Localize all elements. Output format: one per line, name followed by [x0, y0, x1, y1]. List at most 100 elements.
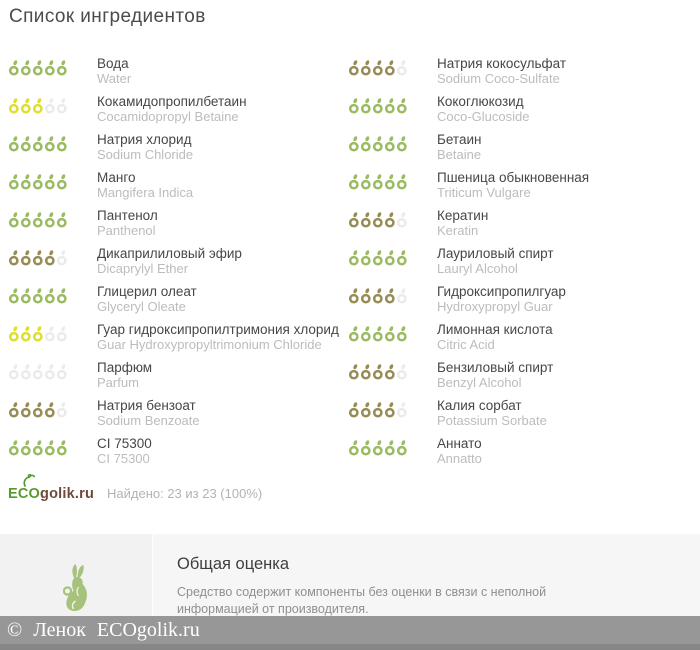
ingredient-latin-name: Lauryl Alcohol: [437, 261, 518, 276]
rating-fruit-icon: [8, 402, 19, 418]
ingredient-row: Натрия кокосульфат Sodium Coco-Sulfate: [348, 55, 700, 93]
ingredient-rating-icons: [8, 135, 68, 152]
rating-fruit-icon: [20, 60, 31, 76]
ingredient-name[interactable]: Калия сорбат: [437, 398, 522, 413]
ingredient-name[interactable]: Лауриловый спирт: [437, 246, 554, 261]
rating-fruit-icon: [384, 98, 395, 114]
rating-fruit-icon: [396, 440, 407, 456]
rating-fruit-icon: [372, 326, 383, 342]
ingredient-latin-name: Parfum: [97, 375, 139, 390]
ingredient-name[interactable]: Натрия кокосульфат: [437, 56, 567, 71]
rating-fruit-icon: [348, 174, 359, 190]
ingredient-names: Бензиловый спирт Benzyl Alcohol: [437, 360, 553, 390]
rating-fruit-icon: [56, 288, 67, 304]
ingredient-name[interactable]: Парфюм: [97, 360, 153, 375]
ingredient-name[interactable]: Пшеница обыкновенная: [437, 170, 590, 185]
ingredient-name[interactable]: Кератин: [437, 208, 489, 223]
rating-fruit-icon: [396, 98, 407, 114]
rating-fruit-icon: [372, 212, 383, 228]
ingredient-name[interactable]: Дикаприлиловый эфир: [97, 246, 242, 261]
ingredient-latin-name: Hydroxypropyl Guar: [437, 299, 553, 314]
ingredient-row: Гуар гидроксипропилтримония хлорид Guar …: [8, 321, 348, 359]
ingredient-row: Вода Water: [8, 55, 348, 93]
rating-fruit-icon: [348, 364, 359, 380]
ingredient-latin-name: Betaine: [437, 147, 482, 162]
rating-fruit-icon: [44, 440, 55, 456]
ingredient-row: Бетаин Betaine: [348, 131, 700, 169]
ingredient-latin-name: Citric Acid: [437, 337, 495, 352]
rating-fruit-icon: [20, 402, 31, 418]
rating-fruit-icon: [32, 326, 43, 342]
rating-fruit-icon: [348, 250, 359, 266]
ingredient-rating-icons: [348, 363, 408, 380]
ingredient-row: Кокоглюкозид Coco-Glucoside: [348, 93, 700, 131]
ingredient-names: Пантенол Panthenol: [97, 208, 158, 238]
rating-fruit-icon: [396, 212, 407, 228]
ingredient-row: Гидроксипропилгуар Hydroxypropyl Guar: [348, 283, 700, 321]
ingredient-rating-icons: [8, 287, 68, 304]
rating-fruit-icon: [348, 440, 359, 456]
summary-panel: Общая оценка Средство содержит компонент…: [0, 534, 700, 616]
ingredient-column-left: Вода Water Кокамидопропилбетаин Cocamido…: [8, 55, 348, 473]
ingredient-name[interactable]: Аннато: [437, 436, 482, 451]
rating-fruit-icon: [44, 136, 55, 152]
ingredient-name[interactable]: Натрия бензоат: [97, 398, 196, 413]
ingredient-names: Лауриловый спирт Lauryl Alcohol: [437, 246, 554, 276]
rating-fruit-icon: [20, 326, 31, 342]
rating-fruit-icon: [384, 364, 395, 380]
ingredient-name[interactable]: Гидроксипропилгуар: [437, 284, 566, 299]
ingredient-row: Кератин Keratin: [348, 207, 700, 245]
rating-fruit-icon: [56, 212, 67, 228]
rating-fruit-icon: [8, 440, 19, 456]
ingredient-names: CI 75300 CI 75300: [97, 436, 152, 466]
ingredient-name[interactable]: CI 75300: [97, 436, 152, 451]
rating-fruit-icon: [372, 60, 383, 76]
ingredient-name[interactable]: Пантенол: [97, 208, 158, 223]
ingredient-name[interactable]: Вода: [97, 56, 129, 71]
ingredient-rating-icons: [348, 439, 408, 456]
ingredient-name[interactable]: Гуар гидроксипропилтримония хлорид: [97, 322, 339, 337]
ingredient-names: Натрия кокосульфат Sodium Coco-Sulfate: [437, 56, 566, 86]
rating-fruit-icon: [396, 60, 407, 76]
ingredient-row: Пантенол Panthenol: [8, 207, 348, 245]
rating-fruit-icon: [360, 440, 371, 456]
rating-fruit-icon: [396, 288, 407, 304]
ingredient-name[interactable]: Манго: [97, 170, 136, 185]
ingredient-row: CI 75300 CI 75300: [8, 435, 348, 473]
ingredient-name[interactable]: Бетаин: [437, 132, 482, 147]
rating-fruit-icon: [32, 440, 43, 456]
ingredient-rating-icons: [348, 97, 408, 114]
ingredient-name[interactable]: Кокоглюкозид: [437, 94, 524, 109]
rating-fruit-icon: [348, 136, 359, 152]
rating-fruit-icon: [20, 174, 31, 190]
ingredient-name[interactable]: Кокамидопропилбетаин: [97, 94, 247, 109]
ingredient-row: Манго Mangifera Indica: [8, 169, 348, 207]
logo-text-eco: ECO: [8, 486, 41, 502]
ingredient-list: Вода Water Кокамидопропилбетаин Cocamido…: [0, 55, 700, 473]
ingredient-names: Кератин Keratin: [437, 208, 488, 238]
logo-text-golik: golik.ru: [40, 486, 94, 502]
ingredient-name[interactable]: Натрия хлорид: [97, 132, 192, 147]
rating-fruit-icon: [44, 250, 55, 266]
rating-fruit-icon: [360, 98, 371, 114]
rating-fruit-icon: [32, 288, 43, 304]
rating-fruit-icon: [360, 326, 371, 342]
ingredient-name[interactable]: Бензиловый спирт: [437, 360, 554, 375]
ingredient-name[interactable]: Глицерил олеат: [97, 284, 197, 299]
ingredient-name[interactable]: Лимонная кислота: [437, 322, 553, 337]
ingredient-names: Пшеница обыкновенная Triticum Vulgare: [437, 170, 589, 200]
ecogolik-logo[interactable]: ECO golik.ru: [8, 474, 94, 502]
rating-fruit-icon: [56, 98, 67, 114]
summary-mascot-area: [0, 534, 152, 616]
ingredient-names: Натрия хлорид Sodium Chloride: [97, 132, 193, 162]
rating-fruit-icon: [348, 98, 359, 114]
ingredient-rating-icons: [348, 287, 408, 304]
rating-fruit-icon: [396, 364, 407, 380]
rating-fruit-icon: [56, 60, 67, 76]
rating-fruit-icon: [384, 440, 395, 456]
ingredient-latin-name: Guar Hydroxypropyltrimonium Chloride: [97, 337, 322, 352]
ingredient-latin-name: Sodium Chloride: [97, 147, 194, 162]
rating-fruit-icon: [8, 212, 19, 228]
ingredient-rating-icons: [8, 173, 68, 190]
ingredient-row: Лауриловый спирт Lauryl Alcohol: [348, 245, 700, 283]
